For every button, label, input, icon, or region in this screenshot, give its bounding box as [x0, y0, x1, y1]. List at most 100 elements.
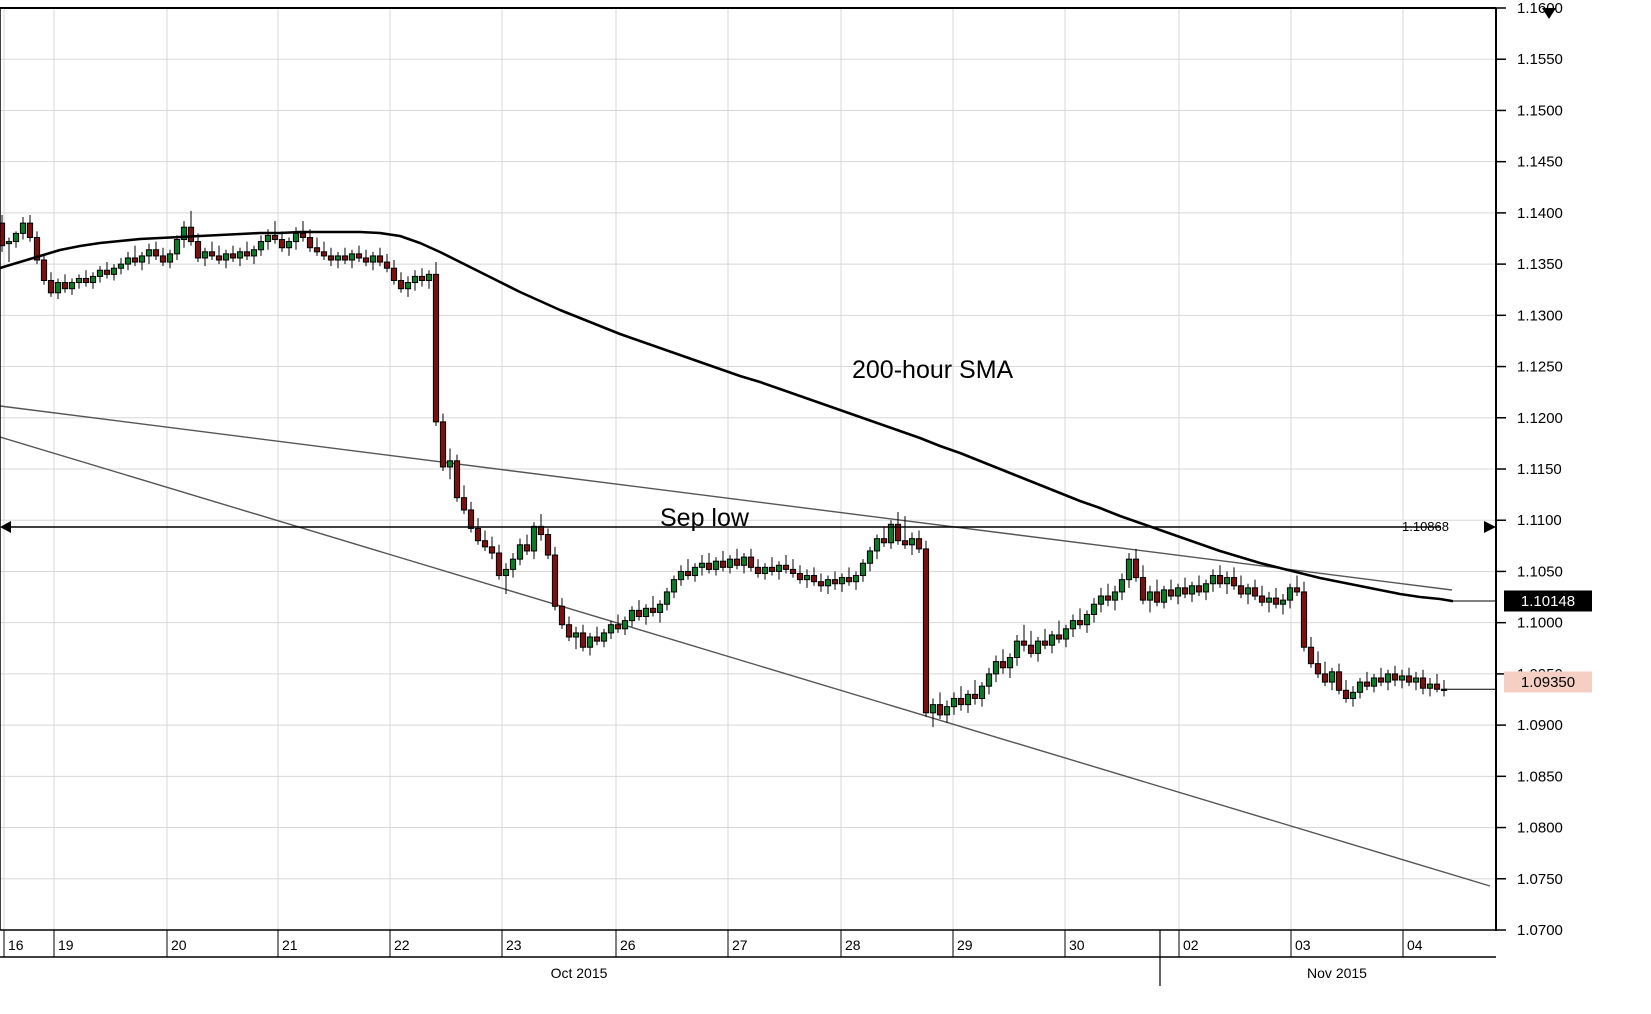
candlestick: [488, 536, 496, 560]
candle-body-bearish: [901, 540, 909, 546]
candle-body-bearish: [306, 236, 314, 249]
candlestick: [796, 565, 804, 584]
candlestick: [474, 518, 482, 545]
y-axis-label: 1.1200: [1517, 410, 1563, 427]
candle-body-bullish: [96, 269, 104, 277]
candlestick-series: [0, 210, 1448, 728]
candle-body-bearish: [880, 538, 888, 544]
sep-low-level-arrow-right: [1484, 521, 1496, 533]
candle-body-bullish: [726, 558, 734, 568]
candle-body-bullish: [964, 693, 972, 706]
candlestick: [1433, 673, 1441, 693]
candlestick: [1251, 579, 1259, 601]
candlestick: [663, 587, 671, 611]
top-marker: [1542, 8, 1556, 19]
candlestick: [628, 606, 636, 627]
candlestick: [831, 571, 839, 590]
candlestick: [1013, 634, 1021, 666]
candlestick: [404, 276, 412, 297]
candle-body-bearish: [936, 704, 944, 716]
candlestick: [145, 243, 153, 265]
candle-body-bearish: [397, 280, 405, 290]
candlestick: [775, 561, 783, 580]
candle-body-bullish: [348, 253, 356, 261]
candlestick: [1069, 614, 1077, 638]
candle-body-bearish: [1377, 677, 1385, 683]
candlestick: [89, 272, 97, 289]
candle-body-bearish: [488, 546, 496, 554]
y-axis-label: 1.1150: [1517, 461, 1562, 478]
candle-body-bearish: [635, 609, 643, 618]
candlestick: [999, 649, 1007, 674]
candle-body-bullish: [761, 566, 769, 574]
sma-label: 200-hour SMA: [852, 356, 1014, 384]
candlestick: [19, 216, 27, 240]
candlestick: [761, 563, 769, 580]
candle-body-bullish: [201, 251, 209, 259]
candle-body-bullish: [838, 577, 846, 585]
candlestick: [985, 667, 993, 695]
candlestick: [236, 247, 244, 267]
candle-body-bearish: [782, 564, 790, 570]
candlestick: [523, 534, 531, 556]
candlestick: [194, 233, 202, 263]
candle-body-bearish: [894, 523, 902, 542]
candlestick: [684, 559, 692, 580]
x-axis[interactable]: 16 19 20 21 22 23 26 27 28 29 30 02 03 04 Oct 2015 Nov …: [0, 929, 1496, 986]
candle-body-bearish: [1307, 646, 1315, 665]
candle-body-bullish: [19, 222, 27, 234]
candlestick: [1034, 637, 1042, 662]
candlestick: [327, 247, 335, 267]
candle-body-bearish: [831, 579, 839, 585]
candle-body-bearish: [243, 251, 251, 257]
candlestick: [495, 544, 503, 580]
candle-body-bullish: [425, 273, 433, 282]
candle-body-bullish: [257, 241, 265, 251]
candle-body-bullish: [1223, 577, 1231, 585]
vertical-gridlines: [3, 8, 1404, 930]
candlestick: [26, 214, 34, 242]
candle-body-bearish: [432, 273, 440, 423]
candle-body-bearish: [1433, 683, 1441, 690]
x-axis-label-day: 02: [1183, 937, 1199, 953]
candle-body-bearish: [40, 259, 48, 282]
x-axis-label-day: 23: [506, 937, 522, 953]
candlestick: [866, 546, 874, 572]
y-axis-label: 1.1400: [1517, 205, 1563, 222]
candle-body-bearish: [523, 544, 531, 552]
candle-body-bullish: [670, 579, 678, 593]
candle-body-bullish: [89, 275, 97, 284]
candle-body-bearish: [131, 257, 139, 263]
candlestick: [1342, 680, 1350, 703]
candle-body-bullish: [691, 566, 699, 577]
candlestick: [551, 546, 559, 611]
candle-body-bullish: [1006, 656, 1014, 669]
sep-low-label: Sep low: [660, 504, 750, 532]
candlestick: [726, 555, 734, 574]
candle-body-bullish: [12, 232, 20, 243]
candlestick: [40, 253, 48, 285]
candle-body-bearish: [971, 693, 979, 699]
candle-body-bearish: [194, 241, 202, 259]
candle-body-bullish: [1125, 558, 1133, 581]
candle-body-bearish: [299, 232, 307, 238]
candlestick: [565, 616, 573, 642]
candlestick: [1118, 573, 1126, 601]
candlestick: [180, 221, 188, 248]
candle-body-bullish: [173, 239, 181, 255]
candlestick: [1146, 585, 1154, 613]
x-axis-label-day: 03: [1295, 937, 1311, 953]
candlestick: [593, 626, 601, 646]
candlestick: [257, 235, 265, 256]
candlestick: [642, 604, 650, 625]
candle-body-bullish: [1188, 585, 1196, 595]
candlestick: [1370, 673, 1378, 693]
candlestick: [61, 274, 69, 293]
candlestick: [1125, 553, 1133, 588]
candlestick: [1160, 585, 1168, 609]
candlestick: [1139, 565, 1147, 605]
candle-body-bearish: [551, 554, 559, 607]
candle-body-bullish: [411, 275, 419, 284]
candlestick: [96, 266, 104, 283]
